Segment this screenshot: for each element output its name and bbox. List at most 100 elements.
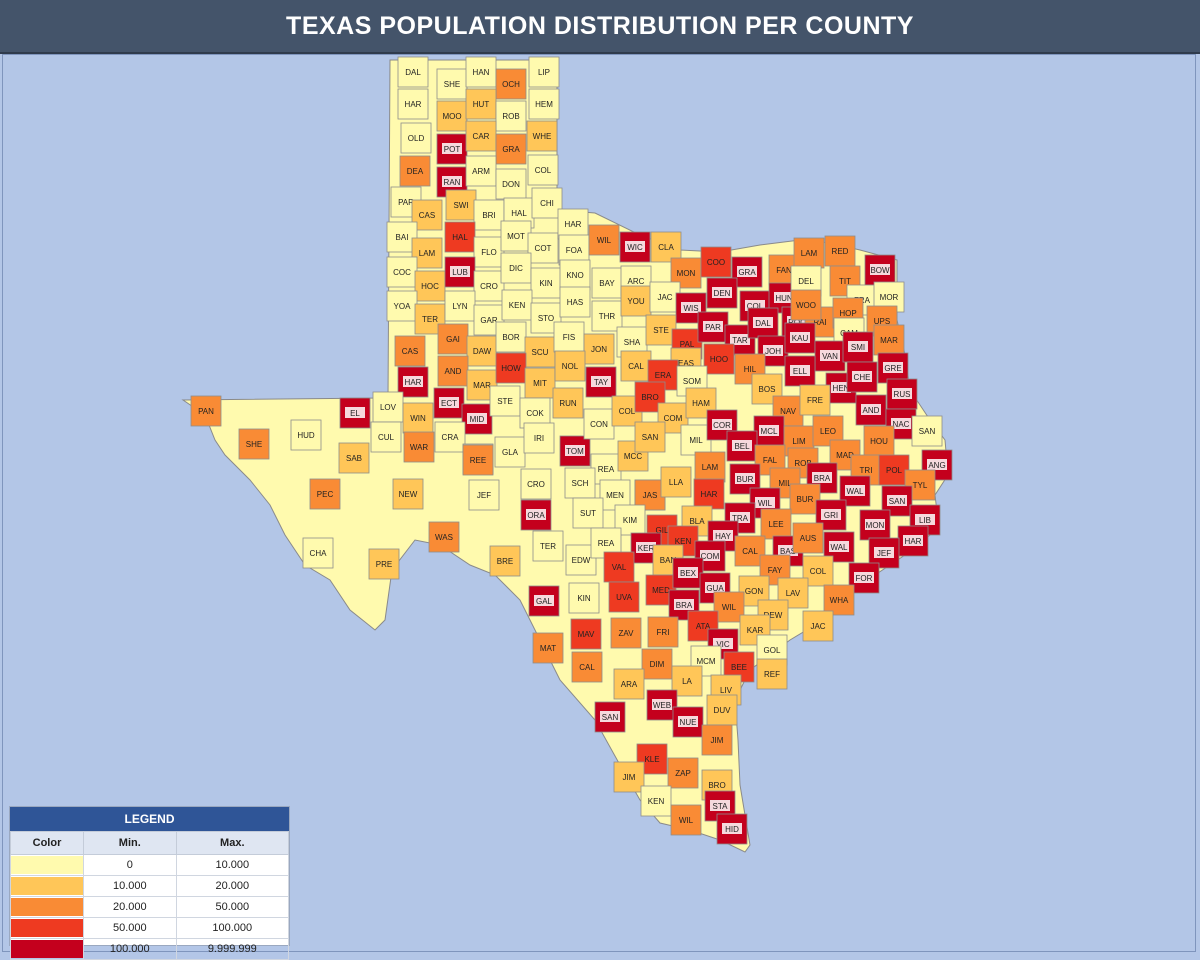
county[interactable]: AND bbox=[855, 394, 887, 426]
county[interactable]: SAN bbox=[594, 701, 626, 733]
county[interactable]: TOM bbox=[559, 435, 591, 467]
county[interactable]: CRA bbox=[434, 421, 466, 453]
county[interactable]: HAR bbox=[693, 478, 725, 510]
county[interactable]: COT bbox=[527, 232, 559, 264]
county[interactable]: OLD bbox=[400, 122, 432, 154]
county[interactable]: UVA bbox=[608, 581, 640, 613]
county[interactable]: JIM bbox=[613, 761, 645, 793]
county[interactable]: SUT bbox=[572, 497, 604, 529]
county[interactable]: LLA bbox=[660, 466, 692, 498]
county[interactable]: CHE bbox=[846, 361, 878, 393]
county[interactable]: ZAP bbox=[667, 757, 699, 789]
county[interactable]: JEF bbox=[468, 479, 500, 511]
county[interactable]: MAV bbox=[570, 618, 602, 650]
county[interactable]: PAN bbox=[190, 395, 222, 427]
county[interactable]: HEM bbox=[528, 88, 560, 120]
county[interactable]: DAL bbox=[397, 56, 429, 88]
county[interactable]: HAR bbox=[397, 366, 429, 398]
county[interactable]: TER bbox=[532, 530, 564, 562]
county[interactable]: BRI bbox=[473, 199, 505, 231]
county[interactable]: LEE bbox=[760, 508, 792, 540]
county[interactable]: NUE bbox=[672, 706, 704, 738]
county[interactable]: CAL bbox=[620, 350, 652, 382]
county[interactable]: DEN bbox=[706, 277, 738, 309]
county[interactable]: HUT bbox=[465, 88, 497, 120]
county[interactable]: LOV bbox=[372, 391, 404, 423]
county[interactable]: OCH bbox=[495, 68, 527, 100]
county[interactable]: GAL bbox=[528, 585, 560, 617]
county[interactable]: SHE bbox=[238, 428, 270, 460]
county[interactable]: GRI bbox=[815, 499, 847, 531]
county[interactable]: MON bbox=[859, 509, 891, 541]
county[interactable]: HAS bbox=[559, 286, 591, 318]
county[interactable]: JAC bbox=[649, 281, 681, 313]
county[interactable]: HAR bbox=[397, 88, 429, 120]
county[interactable]: VAL bbox=[603, 551, 635, 583]
county[interactable]: AUS bbox=[792, 522, 824, 554]
county[interactable]: SAB bbox=[338, 442, 370, 474]
county[interactable]: CLA bbox=[650, 231, 682, 263]
county[interactable]: RUN bbox=[552, 387, 584, 419]
county[interactable]: MCC bbox=[617, 440, 649, 472]
county[interactable]: KEN bbox=[501, 289, 533, 321]
county[interactable]: KAU bbox=[784, 322, 816, 354]
county[interactable]: FRE bbox=[799, 384, 831, 416]
county[interactable]: FLO bbox=[473, 236, 505, 268]
county[interactable]: RUS bbox=[886, 378, 918, 410]
county[interactable]: SAN bbox=[881, 485, 913, 517]
county[interactable]: MOO bbox=[436, 100, 468, 132]
county[interactable]: ECT bbox=[433, 387, 465, 419]
county[interactable]: HAL bbox=[444, 221, 476, 253]
county[interactable]: CUL bbox=[370, 421, 402, 453]
county[interactable]: YOA bbox=[386, 290, 418, 322]
county[interactable]: LAM bbox=[793, 237, 825, 269]
county[interactable]: ELL bbox=[784, 355, 816, 387]
county[interactable]: EL bbox=[339, 397, 371, 429]
county[interactable]: LUB bbox=[444, 256, 476, 288]
county[interactable]: REE bbox=[462, 444, 494, 476]
county[interactable]: BAY bbox=[591, 267, 623, 299]
county[interactable]: THR bbox=[591, 300, 623, 332]
county[interactable]: HID bbox=[716, 813, 748, 845]
county[interactable]: WAR bbox=[403, 431, 435, 463]
county[interactable]: KIN bbox=[568, 582, 600, 614]
county[interactable]: CON bbox=[583, 408, 615, 440]
county[interactable]: SHE bbox=[436, 68, 468, 100]
county[interactable]: CHI bbox=[531, 187, 563, 219]
county[interactable]: WIL bbox=[670, 804, 702, 836]
county[interactable]: BOW bbox=[864, 254, 896, 286]
county[interactable]: DEA bbox=[399, 155, 431, 187]
county[interactable]: REF bbox=[756, 658, 788, 690]
county[interactable]: WIL bbox=[588, 224, 620, 256]
county[interactable]: HOC bbox=[414, 270, 446, 302]
county[interactable]: WIN bbox=[402, 402, 434, 434]
county[interactable]: KIN bbox=[530, 267, 562, 299]
county[interactable]: LIP bbox=[528, 56, 560, 88]
county[interactable]: MAR bbox=[873, 324, 905, 356]
county[interactable]: RED bbox=[824, 235, 856, 267]
county[interactable]: SMI bbox=[842, 331, 874, 363]
county[interactable]: SCU bbox=[524, 336, 556, 368]
county[interactable]: BEL bbox=[726, 430, 758, 462]
county[interactable]: WHE bbox=[526, 120, 558, 152]
county[interactable]: DAW bbox=[466, 335, 498, 367]
county[interactable]: BUR bbox=[789, 483, 821, 515]
county[interactable]: MIL bbox=[680, 424, 712, 456]
county[interactable]: GLA bbox=[494, 436, 526, 468]
county[interactable]: WEB bbox=[646, 689, 678, 721]
county[interactable]: WOO bbox=[790, 289, 822, 321]
county[interactable]: JON bbox=[583, 333, 615, 365]
county[interactable]: YOU bbox=[620, 285, 652, 317]
county[interactable]: MID bbox=[461, 403, 493, 435]
county[interactable]: HOO bbox=[703, 343, 735, 375]
county[interactable]: POL bbox=[878, 454, 910, 486]
county[interactable]: WAS bbox=[428, 521, 460, 553]
county[interactable]: HOW bbox=[495, 352, 527, 384]
county[interactable]: DUV bbox=[706, 694, 738, 726]
county[interactable]: KEN bbox=[640, 785, 672, 817]
county[interactable]: WHA bbox=[823, 584, 855, 616]
county[interactable]: LAM bbox=[694, 451, 726, 483]
county[interactable]: STE bbox=[645, 314, 677, 346]
county[interactable]: HAN bbox=[465, 56, 497, 88]
county[interactable]: BEX bbox=[672, 557, 704, 589]
